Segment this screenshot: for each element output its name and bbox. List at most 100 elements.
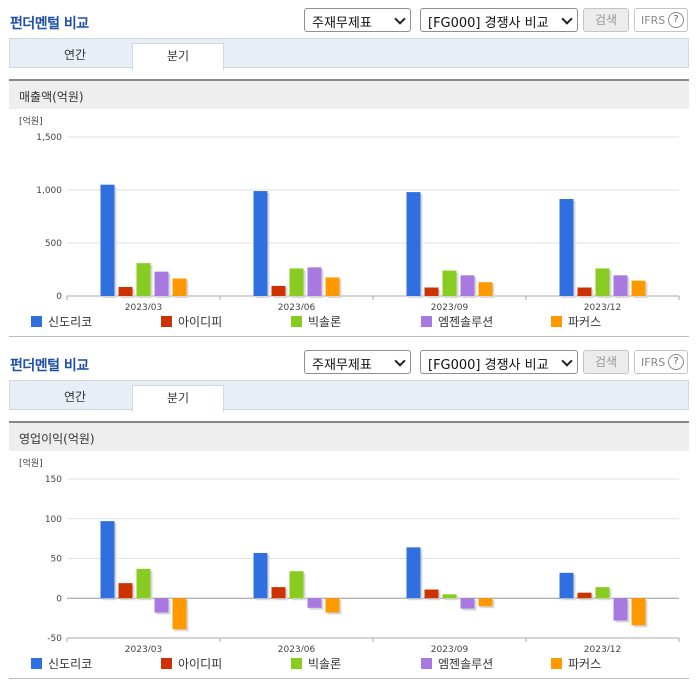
chevron-down-icon — [561, 355, 573, 367]
bar — [325, 598, 340, 613]
bar — [613, 598, 628, 621]
bar — [136, 263, 151, 296]
x-tick-label: 2023/12 — [584, 303, 621, 310]
revenue-chart: [억원] 0 500 1,000 1,500 2023/03 2023/06 2023/09 2… — [9, 110, 689, 330]
bar — [100, 521, 115, 599]
revenue-chart-svg: [억원] 0 500 1,000 1,500 2023/03 2023/06 2023/09 2… — [19, 115, 680, 310]
bar — [271, 587, 286, 599]
chart-panel-header: 영업이익(억원) — [9, 421, 689, 451]
legend-swatch — [551, 316, 562, 327]
legend-label: 신도리코 — [48, 315, 93, 329]
search-button[interactable]: 검색 — [583, 8, 629, 32]
legend-label: 파커스 — [568, 657, 602, 671]
bar — [325, 277, 340, 296]
legend-item[interactable]: 신도리코 — [31, 655, 92, 672]
legend-item[interactable]: 아이디피 — [161, 655, 222, 672]
bar — [442, 594, 457, 599]
section-title: 펀더멘털 비교 — [10, 358, 89, 374]
tab-annual[interactable]: 연간 — [63, 390, 87, 404]
legend-label: 아이디피 — [178, 315, 223, 329]
divider — [9, 336, 689, 337]
tab-quarterly[interactable]: 분기 — [132, 385, 224, 412]
help-icon[interactable]: ? — [668, 354, 684, 370]
bar — [154, 598, 169, 613]
legend-item[interactable]: 신도리코 — [31, 313, 92, 330]
bar — [172, 278, 187, 296]
legend-item[interactable]: 빅솔론 — [291, 313, 341, 330]
peer-group-select[interactable]: [FG000] 경쟁사 비교 — [420, 350, 578, 374]
legend-item[interactable]: 엠젠솔루션 — [421, 313, 493, 330]
statement-type-select[interactable]: 주재무제표 — [304, 8, 411, 32]
peer-group-select[interactable]: [FG000] 경쟁사 비교 — [420, 8, 578, 32]
bar-shadow — [444, 596, 459, 601]
bar — [577, 592, 592, 599]
unit-label: [억원] — [19, 457, 43, 469]
legend-swatch — [421, 316, 432, 327]
bar — [406, 547, 421, 599]
bar — [271, 285, 286, 296]
bar — [424, 287, 439, 296]
y-tick-label: 100 — [45, 515, 62, 525]
unit-label: [억원] — [19, 115, 43, 127]
legend-swatch — [421, 658, 432, 669]
divider — [9, 678, 689, 679]
y-tick-label: 1,500 — [36, 133, 62, 143]
legend-label: 엠젠솔루션 — [438, 315, 494, 329]
y-tick-label: 500 — [45, 239, 62, 249]
legend-item[interactable]: 엠젠솔루션 — [421, 655, 493, 672]
help-icon[interactable]: ? — [668, 12, 684, 28]
legend-item[interactable]: 빅솔론 — [291, 655, 341, 672]
statement-type-select[interactable]: 주재무제표 — [304, 350, 411, 374]
bar — [595, 268, 610, 296]
bar — [442, 270, 457, 296]
bar — [289, 571, 304, 599]
legend-swatch — [31, 658, 42, 669]
bar — [478, 282, 493, 296]
fundamental-comparison-section: 펀더멘털 비교 주재무제표 [FG000] 경쟁사 비교 검색 IFRS ? 연… — [0, 342, 696, 684]
y-tick-label: 0 — [56, 594, 62, 604]
legend-item[interactable]: 아이디피 — [161, 313, 222, 330]
ifrs-button[interactable]: IFRS ? — [634, 350, 688, 374]
legend-label: 아이디피 — [178, 657, 223, 671]
operating-income-chart-svg: [억원] -50 0 50 100 150 2023/03 2023/06 2023/09 202… — [19, 457, 680, 652]
legend-label: 신도리코 — [48, 657, 93, 671]
search-button[interactable]: 검색 — [583, 350, 629, 374]
legend-label: 빅솔론 — [308, 657, 342, 671]
bar — [289, 268, 304, 296]
tab-annual[interactable]: 연간 — [63, 48, 87, 62]
ifrs-label: IFRS — [641, 14, 666, 27]
x-tick-label: 2023/09 — [431, 303, 469, 310]
bar — [118, 286, 133, 296]
ifrs-button[interactable]: IFRS ? — [634, 8, 688, 32]
tab-quarterly[interactable]: 분기 — [132, 43, 224, 70]
chart-legend: 신도리코 아이디피 빅솔론 엠젠솔루션 파커스 — [9, 655, 689, 673]
bar — [136, 568, 151, 599]
ifrs-label: IFRS — [641, 356, 666, 369]
x-tick-label: 2023/06 — [278, 303, 316, 310]
x-tick-label: 2023/03 — [125, 645, 162, 652]
y-tick-label: 50 — [51, 555, 63, 565]
bar — [460, 275, 475, 296]
peer-group-value: [FG000] 경쟁사 비교 — [428, 358, 549, 373]
bar — [172, 598, 187, 630]
legend-swatch — [161, 316, 172, 327]
y-tick-label: 1,000 — [36, 186, 62, 196]
chevron-down-icon — [394, 355, 406, 367]
bar — [595, 587, 610, 599]
section-header: 펀더멘털 비교 주재무제표 [FG000] 경쟁사 비교 검색 IFRS ? — [0, 342, 696, 380]
bar — [631, 280, 646, 296]
bar — [253, 552, 268, 599]
chevron-down-icon — [561, 13, 573, 25]
x-tick-label: 2023/06 — [278, 645, 316, 652]
y-tick-label: 0 — [56, 292, 62, 302]
y-tick-label: -50 — [47, 634, 62, 644]
legend-swatch — [551, 658, 562, 669]
legend-label: 파커스 — [568, 315, 602, 329]
bar — [307, 598, 322, 608]
legend-label: 엠젠솔루션 — [438, 657, 494, 671]
bar — [478, 598, 493, 607]
legend-item[interactable]: 파커스 — [551, 655, 601, 672]
legend-item[interactable]: 파커스 — [551, 313, 601, 330]
chart-legend: 신도리코 아이디피 빅솔론 엠젠솔루션 파커스 — [9, 313, 689, 331]
bar — [631, 598, 646, 626]
